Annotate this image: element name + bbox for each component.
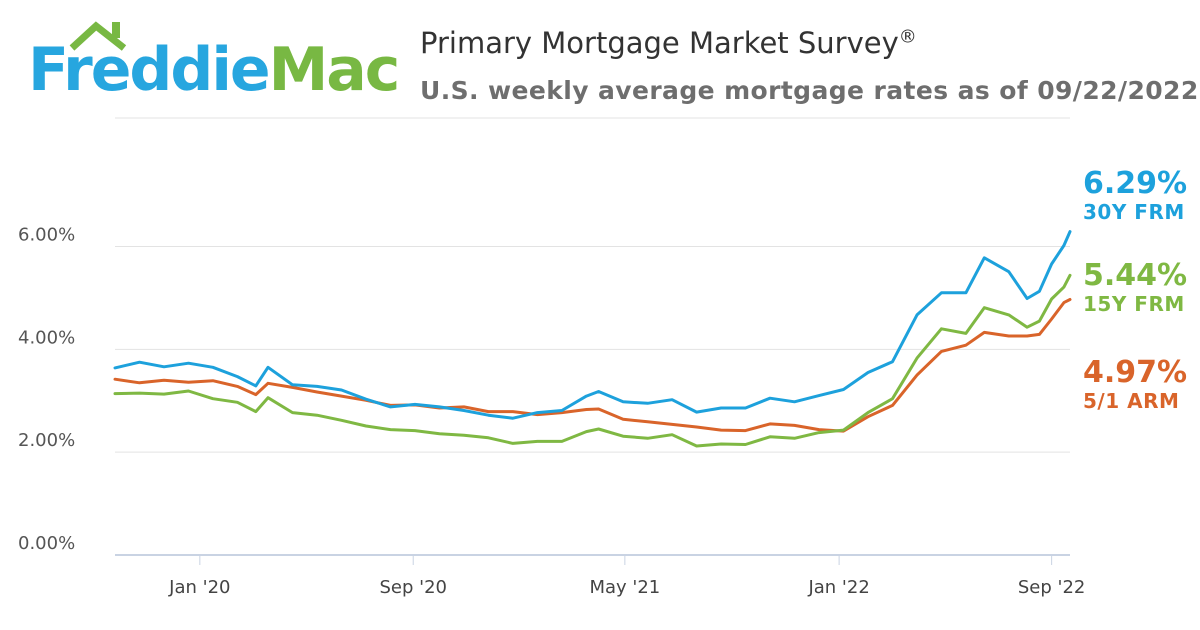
series-name-30y-frm: 30Y FRM bbox=[1083, 200, 1185, 224]
rate-30y-frm: 6.29% bbox=[1083, 166, 1188, 201]
registered-mark: ® bbox=[898, 26, 917, 48]
x-axis: Jan '20 Sep '20 May '21 Jan '22 Sep '22 bbox=[115, 554, 1086, 598]
x-tick-label: May '21 bbox=[589, 577, 660, 598]
series-line-arm51 bbox=[113, 298, 1072, 433]
series-lines bbox=[113, 230, 1072, 448]
series-line-frm15 bbox=[113, 273, 1072, 448]
y-tick-label: 6.00% bbox=[18, 225, 75, 246]
rate-15y-frm: 5.44% bbox=[1083, 258, 1188, 293]
x-tick-label: Sep '22 bbox=[1018, 577, 1086, 598]
freddie-mac-logo: FreddieMac bbox=[28, 18, 400, 108]
rate-5-1-arm: 4.97% bbox=[1083, 355, 1188, 390]
x-tick-label: Jan '22 bbox=[807, 577, 869, 598]
grid-lines bbox=[115, 117, 1070, 453]
series-name-15y-frm: 15Y FRM bbox=[1083, 292, 1185, 316]
series-line-frm30 bbox=[113, 230, 1072, 420]
x-tick-label: Sep '20 bbox=[379, 577, 447, 598]
chart-title-text: Primary Mortgage Market Survey bbox=[420, 26, 899, 60]
logo-word-mac: Mac bbox=[268, 35, 401, 105]
y-tick-label: 2.00% bbox=[18, 430, 75, 451]
logo-wordmark: FreddieMac bbox=[28, 34, 401, 106]
logo-word-freddie: Freddie bbox=[28, 35, 271, 105]
chart-title: Primary Mortgage Market Survey® bbox=[420, 26, 917, 60]
y-axis-ticks: 0.00% 2.00% 4.00% 6.00% bbox=[18, 225, 75, 554]
x-tick-label: Jan '20 bbox=[168, 577, 230, 598]
y-tick-label: 4.00% bbox=[18, 327, 75, 348]
label-15y-frm: 5.44% 15Y FRM bbox=[1083, 258, 1188, 317]
house-roof-icon bbox=[69, 21, 127, 51]
chart-subtitle: U.S. weekly average mortgage rates as of… bbox=[420, 76, 1199, 105]
label-30y-frm: 6.29% 30Y FRM bbox=[1083, 166, 1188, 225]
y-tick-label: 0.00% bbox=[18, 533, 75, 554]
series-name-5-1-arm: 5/1 ARM bbox=[1083, 389, 1180, 413]
label-5-1-arm: 4.97% 5/1 ARM bbox=[1083, 355, 1188, 414]
